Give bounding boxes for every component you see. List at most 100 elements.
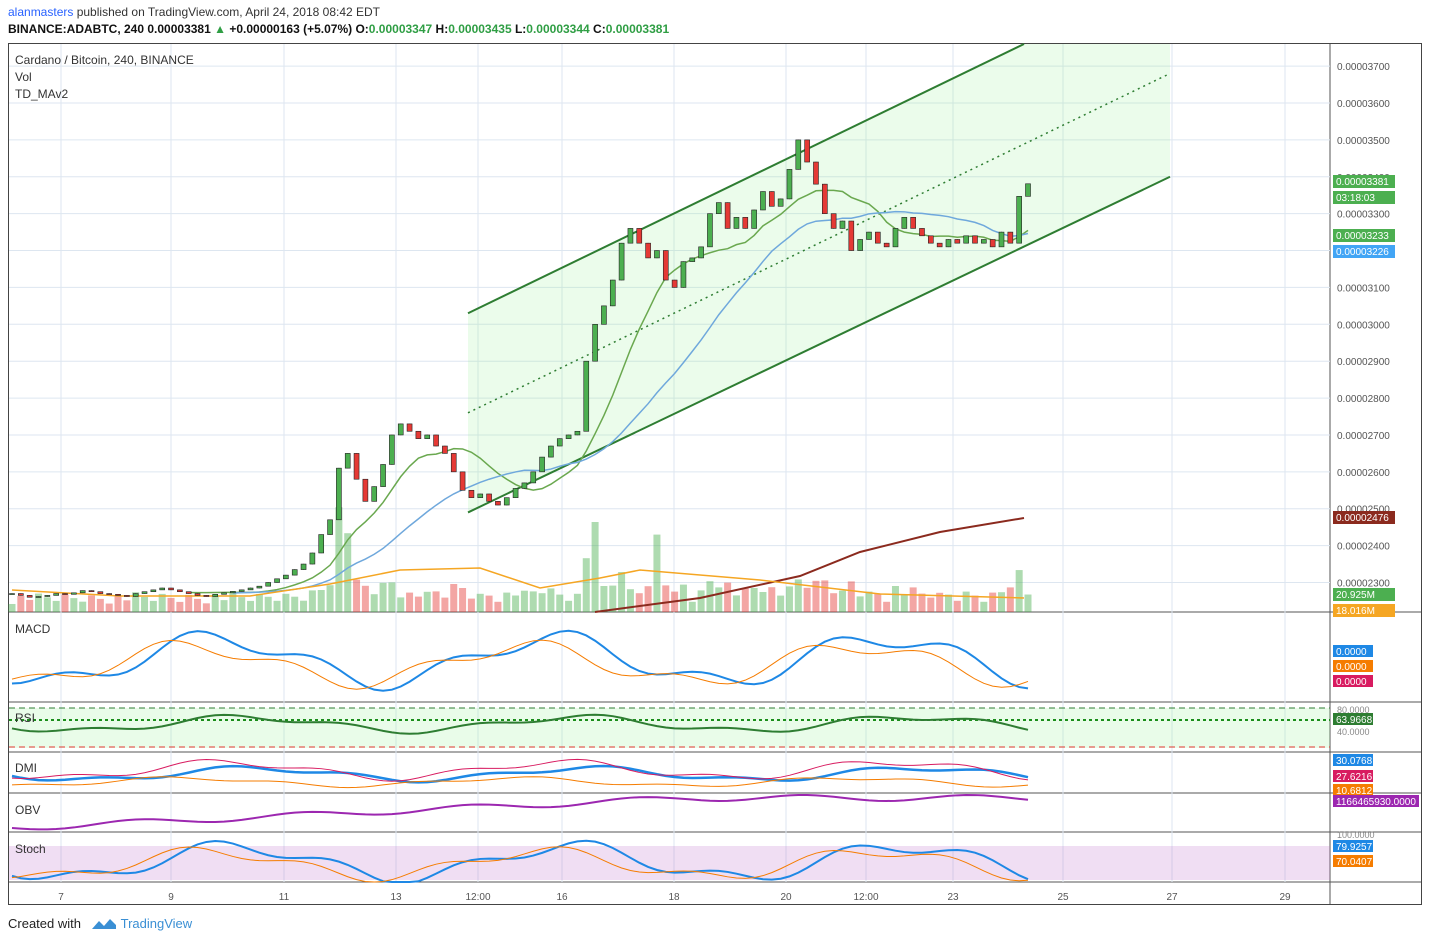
- indicator-value-box: [1333, 784, 1373, 796]
- indicator-value-label: 70.0407: [1336, 857, 1373, 868]
- stoch-band: [9, 846, 1330, 880]
- indicator-value-label: 0.0000: [1336, 662, 1367, 673]
- candle-body: [601, 305, 607, 325]
- volume-bar: [997, 592, 1005, 612]
- indicator-value-label: 79.9257: [1336, 842, 1373, 853]
- candle-body: [238, 589, 245, 592]
- candle-body: [715, 202, 722, 214]
- candle-body: [830, 213, 837, 229]
- volume-bar: [282, 593, 290, 612]
- footer: Created with TradingView: [8, 916, 192, 931]
- candle-body: [963, 235, 969, 244]
- created-with: Created with: [8, 916, 81, 931]
- volume-bar: [609, 585, 617, 612]
- volume-bar: [989, 592, 997, 612]
- candle-body: [609, 279, 616, 307]
- candle-body: [821, 183, 828, 214]
- candle-body: [503, 497, 510, 506]
- candle-body: [857, 239, 863, 251]
- indicator-value-box: [1333, 840, 1373, 852]
- candle-body: [777, 198, 784, 207]
- x-tick-label: 13: [390, 892, 402, 903]
- volume-bar: [300, 600, 308, 612]
- volume-bar: [768, 587, 776, 612]
- rsi-label: RSI: [15, 711, 36, 725]
- candle-body: [521, 482, 528, 489]
- y-tick-label: 0.00002500: [1337, 505, 1390, 516]
- indicator-value-label: 63.9668: [1336, 715, 1373, 726]
- x-tick-label: 16: [556, 892, 568, 903]
- up-arrow-icon: ▲: [214, 22, 226, 36]
- candle-body: [671, 279, 678, 288]
- candle-body: [442, 445, 448, 454]
- volume-bar: [512, 595, 520, 612]
- x-tick-label: 12:00: [853, 892, 878, 903]
- volume-bar: [830, 593, 838, 612]
- author-link[interactable]: alanmasters: [8, 5, 74, 19]
- candle-body: [698, 246, 704, 259]
- volume-bar: [582, 558, 590, 612]
- indicator-value-box: [1333, 795, 1419, 807]
- price-label: 0.00003233: [1336, 231, 1389, 242]
- candle-body: [424, 434, 431, 439]
- candle-body: [556, 438, 563, 447]
- y-tick-label: 0.00002300: [1337, 578, 1390, 589]
- volume-bar: [918, 593, 926, 612]
- volume-bar: [777, 595, 785, 612]
- y-tick-label: 0.00002800: [1337, 394, 1390, 405]
- candle-body: [62, 593, 68, 595]
- indicator-value-label: 27.6216: [1336, 772, 1373, 783]
- candle-body: [124, 595, 130, 597]
- indicator-value-label: 30.0768: [1336, 756, 1373, 767]
- candle-body: [795, 139, 802, 170]
- volume-bar: [308, 590, 316, 612]
- volume-bar: [238, 597, 246, 612]
- chart-frame[interactable]: [8, 43, 1422, 905]
- price-label: 03:18:03: [1336, 193, 1375, 204]
- candle-body: [115, 593, 121, 596]
- volume-bar: [626, 589, 634, 612]
- volume-bar: [459, 588, 467, 612]
- candle-body: [362, 478, 369, 502]
- candle-body: [972, 235, 978, 244]
- candle-body: [106, 593, 112, 595]
- volume-bar: [397, 597, 405, 612]
- indicator-value-box: [1333, 754, 1373, 766]
- volume-bar: [35, 593, 43, 612]
- candle-body: [265, 582, 272, 587]
- stoch-k-line: [11, 839, 1029, 883]
- volume-bar: [335, 507, 343, 612]
- volume-bar: [361, 585, 369, 612]
- ma-blue-line: [232, 210, 1029, 594]
- price-label-box: [1333, 245, 1395, 258]
- candle-body: [574, 430, 581, 436]
- low-value: 0.00003344: [526, 22, 590, 36]
- volume-bar: [520, 590, 528, 612]
- candle-body: [353, 453, 360, 480]
- candle-body: [380, 464, 386, 487]
- volume-bar: [838, 590, 846, 612]
- y-tick-label: 0.00002900: [1337, 357, 1390, 368]
- candle-body: [468, 489, 475, 498]
- volume-bar: [741, 588, 749, 612]
- candle-body: [97, 591, 104, 594]
- x-tick-label: 27: [1166, 892, 1178, 903]
- close-value: 0.00003381: [605, 22, 670, 36]
- volume-bar: [61, 594, 69, 612]
- ma-maroon-line: [594, 517, 1025, 613]
- volume-bar: [821, 580, 829, 612]
- candle-body: [247, 587, 254, 591]
- candle-body: [945, 239, 952, 248]
- candle-body: [26, 595, 33, 598]
- volume-bar: [370, 594, 378, 612]
- volume-bar: [432, 591, 440, 612]
- symbol-legend: Cardano / Bitcoin, 240, BINANCE: [15, 53, 194, 67]
- volume-bar: [88, 595, 96, 612]
- volume-bar: [388, 582, 396, 612]
- obv-line: [11, 794, 1029, 831]
- volume-bar: [273, 600, 281, 612]
- tradingview-link[interactable]: TradingView: [120, 916, 193, 931]
- y-tick-label: 0.00003700: [1337, 62, 1390, 73]
- candle-body: [848, 220, 855, 251]
